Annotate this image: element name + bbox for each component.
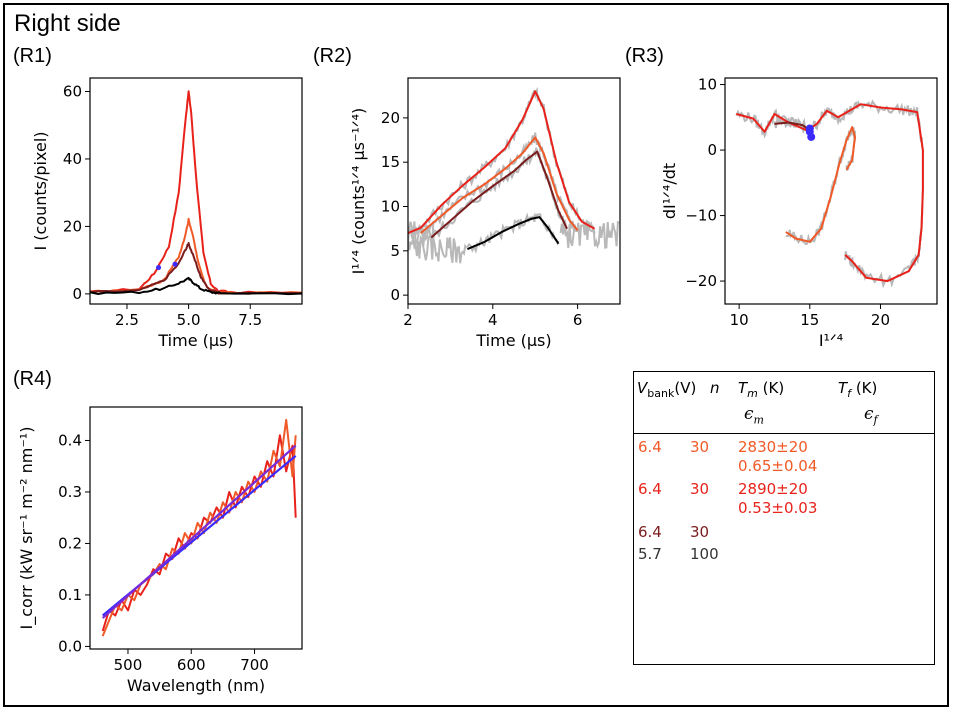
header-n: n <box>710 379 720 397</box>
plot-area-r3 <box>735 99 924 289</box>
data-marker <box>805 127 814 136</box>
plot-area-r4 <box>101 418 297 637</box>
cell-vbank: 6.4 <box>638 523 662 541</box>
plot-area-r1 <box>90 90 302 296</box>
y-tick-label: 10 <box>381 198 400 216</box>
cell-eps-m: 0.65±0.04 <box>738 457 818 475</box>
y-tick-label: 0 <box>390 286 400 304</box>
series-line-fit-2 <box>101 444 297 619</box>
cell-tm: 2890±20 <box>738 480 808 498</box>
axes-frame <box>89 77 303 305</box>
y-tick-label: 0.3 <box>58 483 82 501</box>
y-tick-label: −20 <box>685 272 717 290</box>
plot-area-r2 <box>408 86 620 264</box>
figure-frame <box>3 3 949 707</box>
y-tick-label: 10 <box>698 76 717 94</box>
y-tick-label: 20 <box>63 217 82 235</box>
series-line-orange <box>420 136 579 234</box>
noise-trace-black <box>466 212 560 254</box>
y-tick-label: 0.2 <box>58 534 82 552</box>
chart-r3-group: 10 15 20 10 0 −10 −20 I¹ᐟ⁴ dI¹ᐟ⁴/dt <box>660 76 938 350</box>
x-axis-label: Time (μs) <box>157 331 233 350</box>
y-axis-label: dI¹ᐟ⁴/dt <box>660 163 679 219</box>
x-tick-label: 15 <box>800 311 819 329</box>
y-axis-label: I (counts/pixel) <box>31 131 50 250</box>
y-tick-label: 5 <box>390 242 400 260</box>
noise-baseline <box>408 234 468 264</box>
x-axis-label: Wavelength (nm) <box>127 676 265 695</box>
y-tick-label: 60 <box>63 82 82 100</box>
y-tick-label: 0.4 <box>58 431 82 449</box>
x-tick-label: 20 <box>871 311 890 329</box>
axes-frame <box>407 77 621 305</box>
series-line-red <box>90 90 302 295</box>
series-line-orange-spectrum <box>101 418 297 637</box>
header-tm: Tm (K) <box>738 379 785 400</box>
series-line-red <box>408 90 596 235</box>
y-tick-label: 40 <box>63 150 82 168</box>
series-line-darkred <box>90 242 302 295</box>
header-vbank: Vbank(V) <box>637 379 697 400</box>
x-tick-label: 500 <box>114 656 143 674</box>
y-tick-label: 0 <box>72 285 82 303</box>
cell-vbank: 6.4 <box>638 480 662 498</box>
parameters-table: Vbank(V) n Tm (K) Tf (K) ϵm ϵf 6.4 30 28… <box>633 371 935 665</box>
cell-eps-m: 0.53±0.03 <box>738 499 818 517</box>
x-axis-label: I¹ᐟ⁴ <box>819 331 843 350</box>
axes-frame <box>724 77 938 305</box>
y-tick-label: 0.0 <box>58 637 82 655</box>
y-axis-label: I¹ᐟ⁴ (counts¹ᐟ⁴ μs⁻¹ᐟ⁴) <box>349 108 368 275</box>
x-axis-label: Time (μs) <box>475 331 551 350</box>
series-line-orange <box>90 217 302 295</box>
figure-title: Right side <box>14 10 121 37</box>
x-tick-label: 6 <box>573 311 583 329</box>
cell-n: 30 <box>690 523 710 541</box>
panel-label-r1: (R1) <box>13 45 52 67</box>
y-axis-label: I_corr (kW sr⁻¹ m⁻² nm⁻¹) <box>17 427 37 630</box>
axes-frame <box>89 406 303 650</box>
x-tick-label: 600 <box>177 656 206 674</box>
data-marker <box>156 265 162 271</box>
panel-label-r4: (R4) <box>13 368 52 390</box>
series-line-black <box>90 276 302 296</box>
cell-n: 30 <box>690 480 710 498</box>
y-tick-label: 0.1 <box>58 586 82 604</box>
x-tick-label: 7.5 <box>238 311 262 329</box>
x-tick-label: 2.5 <box>115 311 139 329</box>
series-line-black <box>467 216 560 251</box>
header-tf: Tf (K) <box>838 379 878 400</box>
cell-vbank: 6.4 <box>638 438 662 456</box>
data-marker <box>172 261 178 267</box>
y-tick-label: 20 <box>381 109 400 127</box>
noise-trace-orange <box>420 132 579 239</box>
header-separator <box>634 433 934 434</box>
x-tick-label: 10 <box>730 311 749 329</box>
x-tick-label: 2 <box>403 311 413 329</box>
x-tick-label: 5.0 <box>177 311 201 329</box>
cell-tm: 2830±20 <box>738 438 808 456</box>
cell-vbank: 5.7 <box>638 545 662 563</box>
chart-r2-group: 2 4 6 0 5 10 15 20 Time (μs) I¹ᐟ⁴ (counts¹ᐟ⁴ μs⁻¹… <box>349 77 621 350</box>
x-tick-label: 700 <box>240 656 269 674</box>
series-line-orange <box>785 126 856 243</box>
noise-trace-red <box>735 99 924 289</box>
chart-r4-group: 500 600 700 0.0 0.1 0.2 0.3 0.4 Wavelength (nm) I… <box>17 406 303 695</box>
panel-label-r3: (R3) <box>625 45 664 67</box>
y-tick-label: 0 <box>707 141 717 159</box>
y-tick-label: −10 <box>685 207 717 225</box>
series-line-red <box>736 103 924 283</box>
series-line-darkred <box>430 150 568 239</box>
x-tick-label: 4 <box>488 311 498 329</box>
header-eps-f: ϵf <box>864 404 878 427</box>
cell-n: 100 <box>690 545 719 563</box>
header-eps-m: ϵm <box>744 404 764 427</box>
panel-label-r2: (R2) <box>313 45 352 67</box>
cell-n: 30 <box>690 438 710 456</box>
chart-r1-group: 2.5 5.0 7.5 0 20 40 60 Time (μs) I (counts/pixel… <box>31 77 303 350</box>
y-tick-label: 15 <box>381 153 400 171</box>
